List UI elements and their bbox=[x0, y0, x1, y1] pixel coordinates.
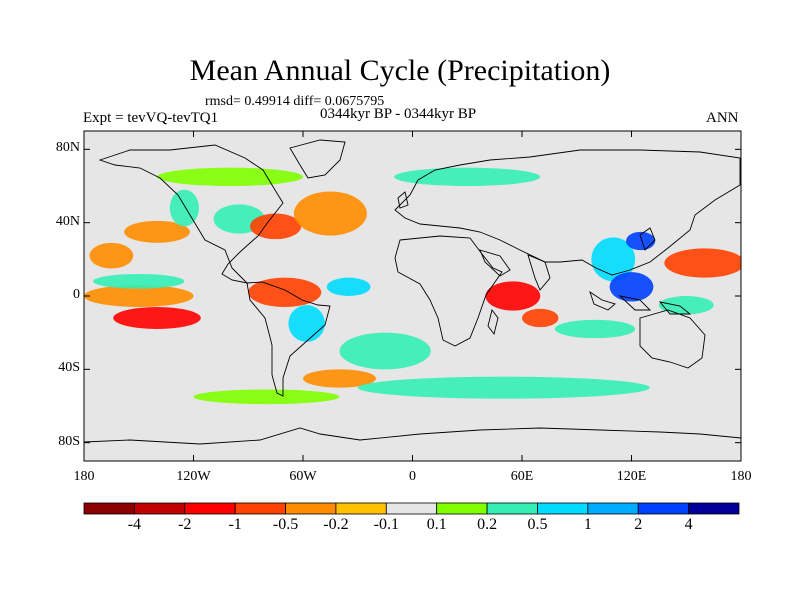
anomaly-patch bbox=[84, 285, 194, 307]
lon-tick-label: 180 bbox=[73, 469, 95, 484]
anomaly-patch bbox=[626, 231, 656, 251]
anomaly-patch bbox=[485, 281, 541, 311]
lat-tick-label: 80S bbox=[58, 433, 80, 449]
anomaly-patch bbox=[664, 248, 741, 278]
season-label: ANN bbox=[706, 110, 739, 126]
colorbar-swatch bbox=[83, 502, 135, 515]
anomaly-patch bbox=[293, 191, 367, 236]
lon-tick-label: 60E bbox=[510, 469, 534, 484]
colorbar-swatch bbox=[436, 502, 488, 515]
lat-tick-label: 40N bbox=[55, 213, 80, 229]
colorbar-swatch bbox=[184, 502, 236, 515]
colorbar-swatch bbox=[285, 502, 337, 515]
colorbar-swatch bbox=[335, 502, 387, 515]
anomaly-patch bbox=[339, 332, 431, 370]
lon-tick-label: 180 bbox=[730, 469, 752, 484]
anomaly-field bbox=[84, 167, 741, 405]
colorbar-label: 1 bbox=[583, 516, 592, 533]
colorbar-label: -0.5 bbox=[272, 516, 299, 533]
colorbar-label: -2 bbox=[178, 516, 192, 533]
anomaly-patch bbox=[89, 242, 134, 269]
anomaly-patch bbox=[113, 307, 201, 329]
colorbar-label: -4 bbox=[127, 516, 142, 533]
colorbar-swatch bbox=[537, 502, 589, 515]
colorbar-label: 4 bbox=[684, 516, 693, 533]
colorbar-swatch bbox=[133, 502, 186, 515]
colorbar-swatch bbox=[688, 502, 740, 515]
anomaly-patch bbox=[157, 167, 303, 186]
coastlines bbox=[84, 139, 741, 445]
lon-tick-label: 120E bbox=[616, 469, 647, 484]
anomaly-patch bbox=[609, 272, 654, 302]
lon-tick-label: 0 bbox=[409, 469, 416, 484]
colorbar-label: 0.5 bbox=[527, 516, 548, 533]
lat-tick-label: 80N bbox=[55, 140, 80, 156]
axis-ticks bbox=[83, 131, 742, 461]
colorbar-label: -1 bbox=[228, 516, 242, 533]
anomaly-patch bbox=[357, 376, 650, 399]
colorbar-swatch bbox=[385, 502, 438, 515]
colorbar-label: 0.1 bbox=[426, 516, 447, 533]
colorbar-label: 0.2 bbox=[477, 516, 498, 533]
lon-tick-label: 120W bbox=[176, 469, 211, 484]
colorbar bbox=[83, 502, 740, 515]
anomaly-patch bbox=[193, 389, 340, 405]
anomaly-patch bbox=[522, 308, 559, 328]
anomaly-patch bbox=[248, 277, 322, 308]
colorbar-label: -0.1 bbox=[373, 516, 399, 533]
anomaly-patch bbox=[250, 213, 302, 240]
colorbar-label: 2 bbox=[634, 516, 643, 533]
lat-tick-label: 0 bbox=[73, 287, 80, 302]
lon-tick-label: 60W bbox=[289, 469, 317, 484]
period-label: 0344kyr BP - 0344kyr BP bbox=[320, 106, 477, 122]
anomaly-patch bbox=[93, 274, 185, 289]
anomaly-patch bbox=[554, 319, 636, 339]
figure-title: Mean Annual Cycle (Precipitation) bbox=[189, 54, 611, 87]
anomaly-patch bbox=[303, 369, 376, 388]
lat-tick-label: 40S bbox=[58, 360, 80, 376]
colorbar-swatch bbox=[587, 502, 639, 515]
anomaly-patch bbox=[124, 220, 190, 243]
colorbar-swatch bbox=[234, 502, 286, 515]
anomaly-patch bbox=[658, 296, 714, 315]
anomaly-patch bbox=[288, 305, 325, 342]
colorbar-swatch bbox=[637, 502, 690, 515]
experiment-label: Expt = tevVQ-tevTQ1 bbox=[83, 110, 219, 126]
colorbar-swatch bbox=[486, 502, 538, 515]
anomaly-patch bbox=[326, 277, 371, 297]
stats-label: rmsd= 0.49914 diff= 0.0675795 bbox=[205, 94, 385, 109]
anomaly-patch bbox=[169, 189, 199, 227]
colorbar-label: -0.2 bbox=[323, 516, 349, 533]
